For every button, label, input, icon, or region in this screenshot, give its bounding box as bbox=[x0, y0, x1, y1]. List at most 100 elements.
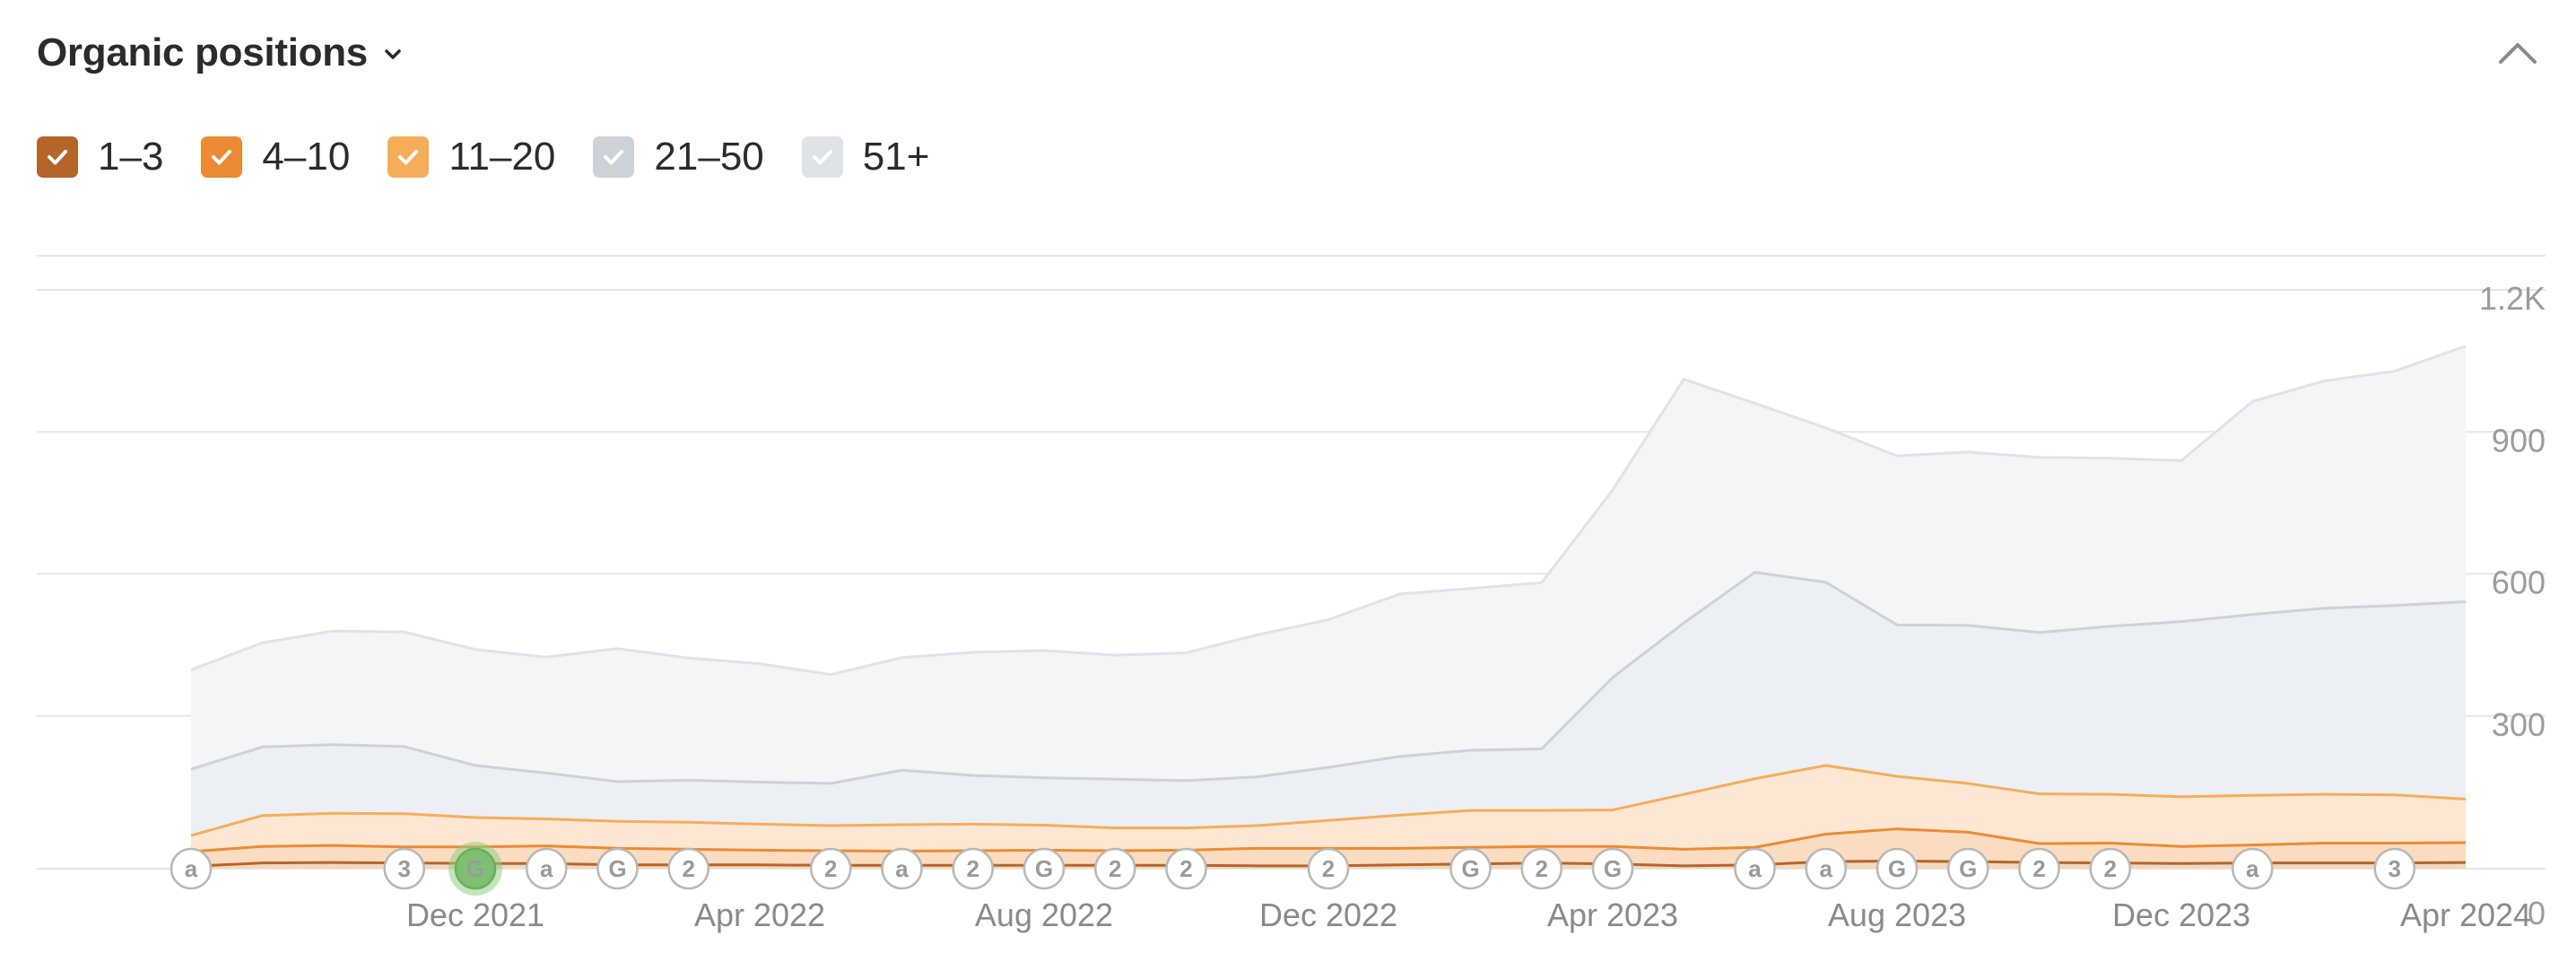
x-tick-label: Dec 2021 bbox=[406, 896, 544, 933]
marker-label: 2 bbox=[1322, 855, 1335, 882]
marker-label: a bbox=[1820, 855, 1833, 882]
x-tick-label: Dec 2023 bbox=[2112, 896, 2250, 933]
check-icon bbox=[604, 150, 624, 165]
annotation-marker[interactable]: 3 bbox=[2373, 847, 2415, 890]
annotation-marker[interactable]: 2 bbox=[952, 847, 994, 890]
legend-checkbox[interactable] bbox=[801, 136, 843, 178]
annotation-marker[interactable]: a bbox=[170, 847, 213, 890]
marker-circle bbox=[1094, 847, 1136, 890]
marker-label: G bbox=[1035, 855, 1053, 882]
check-icon bbox=[812, 150, 832, 165]
line-51+[interactable] bbox=[190, 345, 2467, 677]
annotation-marker[interactable]: 2 bbox=[810, 847, 852, 890]
marker-circle bbox=[810, 847, 852, 890]
annotation-marker[interactable]: 2 bbox=[667, 847, 709, 890]
annotation-marker[interactable]: a bbox=[2232, 847, 2274, 890]
marker-circle bbox=[1520, 847, 1562, 890]
marker-label: 2 bbox=[2032, 855, 2045, 882]
legend-checkbox[interactable] bbox=[201, 136, 243, 178]
x-tick-label: Aug 2023 bbox=[1828, 896, 1966, 933]
marker-circle bbox=[1875, 847, 1919, 890]
marker-circle bbox=[383, 847, 425, 890]
y-tick-label: 1.2K bbox=[2479, 280, 2546, 317]
y-tick-label: 300 bbox=[2492, 706, 2546, 743]
annotation-marker[interactable]: G bbox=[1875, 847, 1919, 890]
marker-label: G bbox=[1461, 855, 1479, 882]
marker-circle bbox=[1307, 847, 1350, 890]
marker-label: 3 bbox=[2389, 855, 2401, 882]
annotation-marker[interactable]: G bbox=[1947, 847, 1989, 890]
x-tick-label: Aug 2022 bbox=[975, 896, 1113, 933]
legend-item-2[interactable]: 4–10 bbox=[201, 135, 350, 179]
annotation-marker[interactable]: 2 bbox=[1307, 847, 1350, 890]
annotation-marker[interactable]: G bbox=[596, 847, 639, 890]
marker-circle bbox=[667, 847, 709, 890]
legend-label: 1–3 bbox=[98, 135, 164, 179]
marker-circle bbox=[2373, 847, 2415, 890]
y-tick-label: 0 bbox=[2528, 895, 2546, 931]
marker-circle bbox=[1805, 847, 1847, 890]
annotation-marker[interactable]: 2 bbox=[1165, 847, 1207, 890]
marker-label: a bbox=[895, 855, 909, 882]
marker-label: G bbox=[1604, 855, 1622, 882]
annotation-marker[interactable]: 2 bbox=[2089, 847, 2131, 890]
line-11–20[interactable] bbox=[190, 764, 2467, 837]
check-icon bbox=[212, 150, 232, 165]
annotation-marker[interactable]: 3 bbox=[383, 847, 425, 890]
annotation-marker[interactable]: G bbox=[1591, 847, 1634, 890]
marker-circle bbox=[1449, 847, 1492, 890]
marker-circle bbox=[1947, 847, 1989, 890]
legend-item-5[interactable]: 51+ bbox=[801, 135, 930, 179]
legend-checkbox[interactable] bbox=[37, 136, 78, 178]
legend-item-1[interactable]: 1–3 bbox=[37, 135, 163, 179]
marker-circle bbox=[596, 847, 639, 890]
marker-label: 3 bbox=[398, 855, 411, 882]
annotation-marker[interactable]: a bbox=[1805, 847, 1847, 890]
legend-item-4[interactable]: 21–50 bbox=[593, 135, 764, 179]
marker-circle bbox=[1165, 847, 1207, 890]
x-tick-label: Dec 2022 bbox=[1259, 896, 1397, 933]
series-areas bbox=[190, 345, 2467, 869]
annotation-marker[interactable]: a bbox=[526, 847, 568, 890]
marker-label: 2 bbox=[1179, 855, 1192, 882]
annotation-marker[interactable]: a bbox=[881, 847, 923, 890]
legend-checkbox[interactable] bbox=[387, 136, 430, 178]
marker-circle bbox=[1591, 847, 1634, 890]
annotation-marker[interactable]: 2 bbox=[1094, 847, 1136, 890]
annotation-marker[interactable]: G bbox=[448, 842, 502, 896]
area-11–20 bbox=[191, 765, 2466, 853]
marker-label: 2 bbox=[1536, 855, 1548, 882]
chevron-down-icon[interactable] bbox=[380, 42, 405, 67]
marker-circle bbox=[170, 847, 213, 890]
check-icon bbox=[48, 150, 67, 165]
annotation-marker[interactable]: 2 bbox=[1520, 847, 1562, 890]
y-tick-label: 900 bbox=[2492, 422, 2546, 459]
marker-label: G bbox=[1959, 855, 1977, 882]
legend-label: 21–50 bbox=[654, 135, 764, 179]
marker-label: a bbox=[1748, 855, 1762, 882]
marker-label: 2 bbox=[1109, 855, 1121, 882]
annotation-marker[interactable]: G bbox=[1449, 847, 1492, 890]
area-21–50 bbox=[191, 572, 2466, 836]
marker-label: 2 bbox=[967, 855, 979, 882]
legend-label: 51+ bbox=[862, 135, 930, 179]
marker-circle bbox=[952, 847, 994, 890]
x-tick-label: Apr 2023 bbox=[1547, 896, 1678, 933]
marker-circle bbox=[526, 847, 568, 890]
y-tick-label: 600 bbox=[2492, 564, 2546, 601]
marker-label: G bbox=[466, 855, 484, 882]
marker-label: G bbox=[1888, 855, 1906, 882]
y-axis: 0 300 600 900 1.2K bbox=[2479, 280, 2546, 931]
line-21–50[interactable] bbox=[190, 571, 2467, 785]
annotation-marker[interactable]: 2 bbox=[2018, 847, 2060, 890]
legend-label: 4–10 bbox=[262, 135, 351, 179]
check-icon bbox=[398, 150, 419, 165]
annotation-marker[interactable]: G bbox=[1023, 847, 1066, 890]
legend-checkbox[interactable] bbox=[593, 136, 635, 178]
chevron-up-icon[interactable] bbox=[2497, 39, 2538, 66]
legend-item-3[interactable]: 11–20 bbox=[387, 135, 555, 179]
marker-circle bbox=[2018, 847, 2060, 890]
x-axis: Dec 2021 Apr 2022 Aug 2022 Dec 2022 Apr 2023… bbox=[406, 896, 2531, 933]
annotation-marker[interactable]: a bbox=[1734, 847, 1776, 890]
